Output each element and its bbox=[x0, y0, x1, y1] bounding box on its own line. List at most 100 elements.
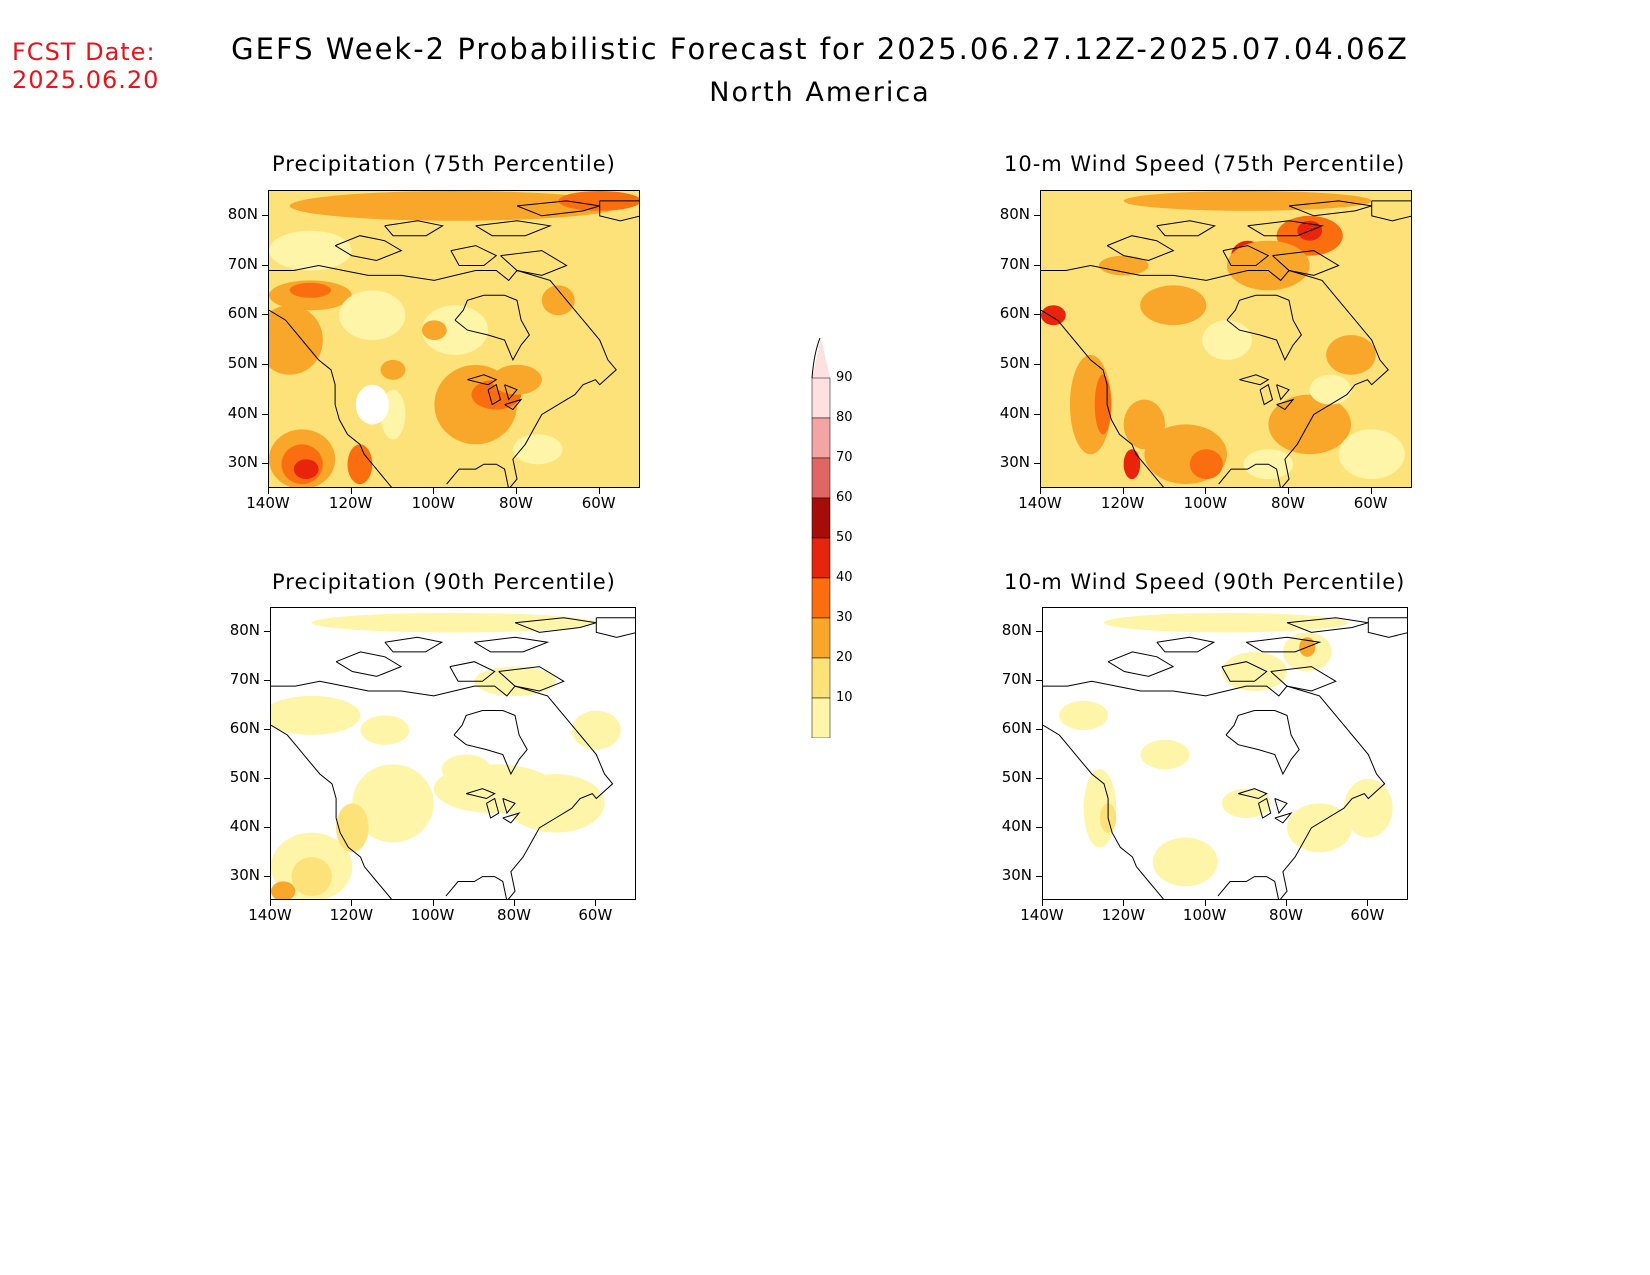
panel-title: 10-m Wind Speed (75th Percentile) bbox=[1004, 152, 1406, 176]
coastline bbox=[1270, 666, 1337, 692]
coastline bbox=[1107, 651, 1175, 677]
lat-tick-label: 70N bbox=[229, 670, 260, 689]
coastline bbox=[1367, 617, 1407, 638]
lat-tick bbox=[262, 264, 268, 266]
coastline bbox=[1274, 812, 1293, 824]
coastline bbox=[509, 314, 617, 487]
probability-contour bbox=[1041, 305, 1066, 326]
coastline bbox=[467, 374, 498, 386]
probability-contour bbox=[1309, 374, 1351, 405]
lon-tick-label: 120W bbox=[1101, 906, 1146, 924]
coastline bbox=[516, 200, 600, 217]
lat-tick bbox=[1036, 826, 1042, 828]
lat-tick-label: 40N bbox=[227, 403, 258, 422]
lon-tick bbox=[1286, 900, 1287, 906]
coastline bbox=[502, 812, 521, 824]
lon-tick bbox=[350, 488, 352, 494]
coastline bbox=[1222, 245, 1270, 266]
lon-tick-label: 120W bbox=[1100, 494, 1145, 512]
fcst-date-value: 2025.06.20 bbox=[12, 66, 160, 94]
coastline bbox=[502, 798, 516, 815]
colorbar-label: 40 bbox=[836, 570, 853, 585]
lat-tick-label: 40N bbox=[999, 403, 1030, 422]
colorbar-label: 70 bbox=[836, 450, 853, 465]
probability-contour bbox=[336, 803, 369, 853]
lat-tick-label: 30N bbox=[1001, 865, 1032, 884]
lat-tick bbox=[1034, 264, 1040, 266]
probability-contour bbox=[554, 325, 604, 355]
lat-tick bbox=[262, 363, 268, 365]
colorbar-swatch bbox=[811, 657, 831, 699]
coastline bbox=[486, 797, 500, 819]
probability-contour bbox=[271, 695, 361, 735]
colorbar-label: 10 bbox=[836, 690, 853, 705]
probability-contour bbox=[355, 384, 389, 425]
map-graphic bbox=[1041, 191, 1411, 487]
lon-tick-label: 140W bbox=[1018, 494, 1062, 512]
lat-tick-label: 60N bbox=[229, 719, 260, 738]
lon-tick bbox=[595, 900, 597, 906]
lat-tick bbox=[1034, 463, 1040, 465]
lon-tick bbox=[270, 900, 271, 906]
lon-tick-label: 140W bbox=[1020, 906, 1064, 924]
coastline bbox=[504, 384, 518, 401]
coastline bbox=[1279, 729, 1386, 899]
probability-contour bbox=[1326, 335, 1376, 375]
probability-contour bbox=[512, 434, 563, 465]
probability-contour bbox=[1059, 700, 1109, 731]
map-graphic bbox=[1043, 608, 1407, 899]
lon-tick-label: 100W bbox=[411, 494, 456, 512]
coastline bbox=[507, 729, 614, 899]
lat-tick bbox=[264, 729, 270, 731]
lon-tick bbox=[1042, 900, 1043, 906]
lat-tick-label: 50N bbox=[229, 767, 260, 786]
probability-contour bbox=[1343, 778, 1393, 838]
lat-tick-label: 80N bbox=[1001, 621, 1032, 640]
lon-tick bbox=[433, 488, 435, 494]
lat-tick-label: 70N bbox=[999, 254, 1030, 273]
coastline bbox=[1272, 250, 1340, 276]
probability-contour bbox=[1202, 320, 1252, 360]
coastline bbox=[454, 294, 531, 362]
probability-contour bbox=[1268, 394, 1351, 455]
lat-tick-label: 70N bbox=[227, 254, 258, 273]
probability-contour bbox=[1287, 803, 1352, 853]
lon-tick bbox=[1040, 488, 1041, 494]
probability-contour bbox=[339, 290, 406, 340]
coastline bbox=[1106, 235, 1175, 262]
coastline bbox=[1258, 797, 1272, 819]
page-title: GEFS Week-2 Probabilistic Forecast for 2… bbox=[231, 32, 1409, 66]
lon-tick bbox=[351, 900, 353, 906]
coastline bbox=[595, 617, 635, 638]
lat-tick-label: 30N bbox=[999, 453, 1030, 472]
lon-tick-label: 80W bbox=[1271, 494, 1305, 512]
coastline bbox=[1218, 463, 1281, 487]
colorbar-swatch bbox=[811, 497, 831, 539]
coastline bbox=[498, 666, 565, 692]
lon-tick bbox=[1370, 488, 1372, 494]
probability-contour bbox=[380, 359, 406, 380]
probability-contour bbox=[441, 754, 491, 784]
lat-tick bbox=[262, 214, 268, 216]
lon-tick-label: 120W bbox=[328, 494, 373, 512]
probability-contour bbox=[1094, 374, 1112, 435]
lon-tick bbox=[514, 900, 515, 906]
coastline bbox=[1371, 200, 1411, 222]
map-graphic bbox=[271, 608, 635, 899]
colorbar-swatch bbox=[811, 617, 831, 659]
map-graphic bbox=[269, 191, 639, 487]
lat-tick bbox=[1034, 413, 1040, 415]
lon-tick bbox=[268, 488, 269, 494]
probability-contour bbox=[1104, 612, 1348, 633]
colorbar-label: 80 bbox=[836, 410, 853, 425]
coastline bbox=[514, 617, 597, 633]
page-subtitle: North America bbox=[709, 77, 931, 108]
lon-tick bbox=[1205, 488, 1207, 494]
colorbar-swatch bbox=[811, 537, 831, 579]
coastline bbox=[1217, 876, 1279, 899]
lat-tick-label: 60N bbox=[1001, 719, 1032, 738]
probability-contour bbox=[1123, 449, 1141, 480]
coastline bbox=[1043, 680, 1349, 731]
coastline bbox=[1221, 661, 1268, 682]
coastline bbox=[475, 220, 552, 237]
